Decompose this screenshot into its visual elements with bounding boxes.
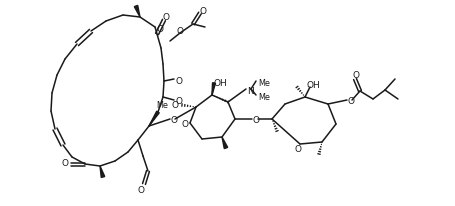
Text: O: O <box>176 76 182 85</box>
Text: Me: Me <box>156 100 168 109</box>
Text: O: O <box>137 186 145 194</box>
Text: O: O <box>61 159 69 168</box>
Text: O: O <box>199 6 207 15</box>
Text: O: O <box>171 116 177 125</box>
Polygon shape <box>100 166 105 178</box>
Text: O: O <box>177 26 183 35</box>
Polygon shape <box>212 83 216 96</box>
Text: O: O <box>182 120 188 129</box>
Text: O: O <box>162 12 170 21</box>
Text: O: O <box>348 97 354 106</box>
Text: N: N <box>247 86 253 95</box>
Text: O: O <box>253 116 259 125</box>
Text: O: O <box>176 97 182 106</box>
Text: Me: Me <box>258 78 270 87</box>
Text: Me: Me <box>258 92 270 101</box>
Polygon shape <box>134 6 140 18</box>
Polygon shape <box>222 137 228 149</box>
Polygon shape <box>149 112 159 126</box>
Text: O: O <box>353 70 359 79</box>
Text: O: O <box>294 145 302 154</box>
Text: O: O <box>157 24 163 33</box>
Text: O: O <box>172 100 178 109</box>
Text: OH: OH <box>213 78 227 87</box>
Text: OH: OH <box>306 81 320 90</box>
